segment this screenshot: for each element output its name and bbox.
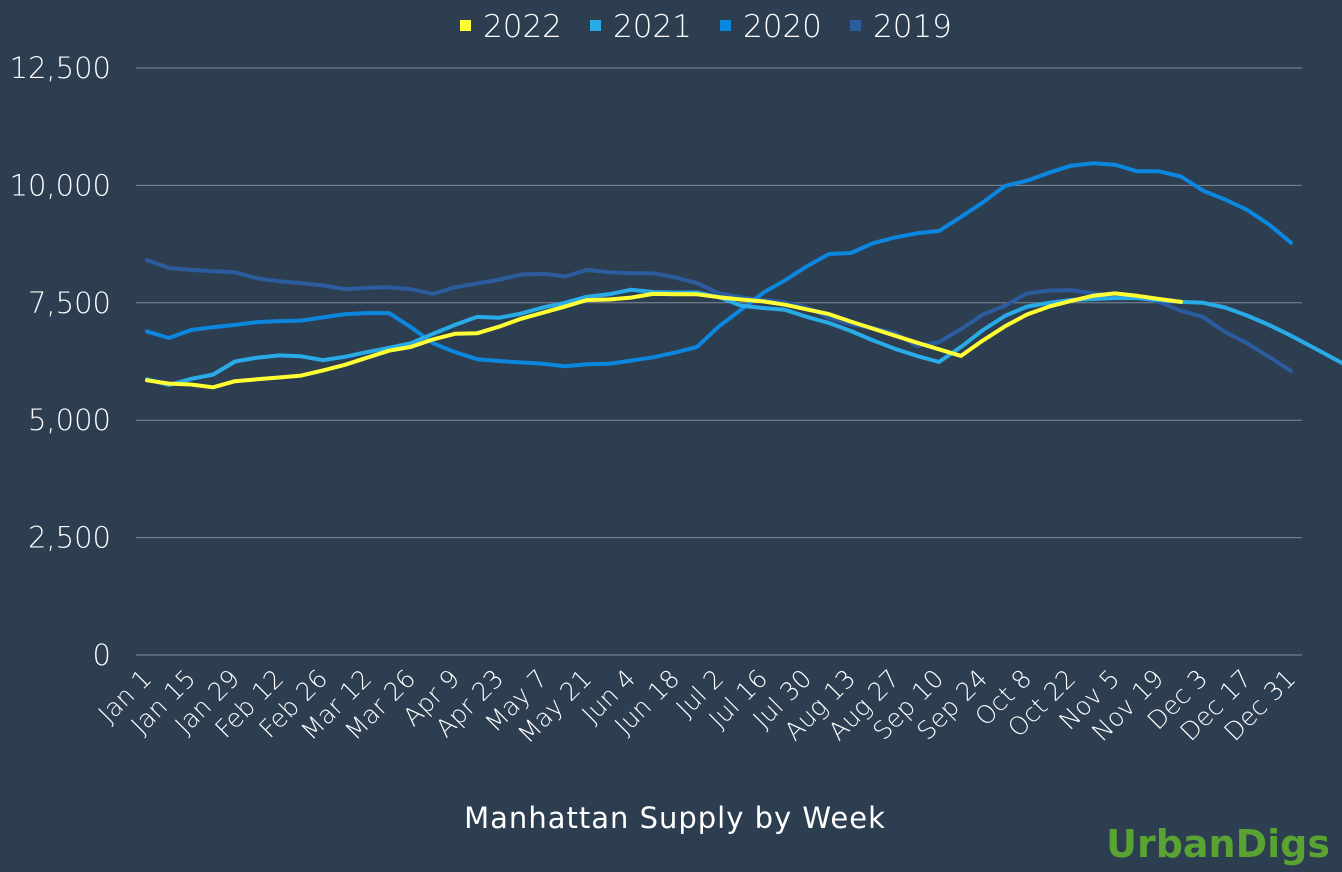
- y-tick-label: 10,000: [10, 168, 111, 202]
- y-tick-label: 5,000: [28, 403, 111, 437]
- urbandigs-logo: UrbanDigs: [1106, 822, 1330, 866]
- legend-label-2020: 2020: [743, 9, 822, 45]
- legend-label-2021: 2021: [613, 9, 692, 45]
- series-line-2022: [145, 291, 1183, 390]
- legend-swatch-2020: [720, 20, 731, 31]
- legend-label-2022: 2022: [483, 9, 562, 45]
- series-line-2020: [145, 161, 1293, 369]
- legend-swatch-2022: [460, 20, 471, 31]
- legend-swatch-2019: [850, 20, 861, 31]
- y-tick-label: 7,500: [28, 286, 111, 320]
- legend: 2022 2021 2020 2019: [460, 9, 952, 45]
- gridlines: [136, 67, 1302, 656]
- series-lines: [145, 161, 1342, 390]
- y-tick-label: 0: [93, 638, 111, 672]
- y-tick-label: 12,500: [10, 51, 111, 85]
- y-tick-label: 2,500: [28, 521, 111, 555]
- series-line-2019: [145, 258, 1293, 373]
- legend-label-2019: 2019: [873, 9, 952, 45]
- y-axis-ticks: 0 2,500 5,000 7,500 10,000 12,500: [10, 51, 111, 672]
- legend-swatch-2021: [590, 20, 601, 31]
- chart-title: Manhattan Supply by Week: [464, 801, 886, 835]
